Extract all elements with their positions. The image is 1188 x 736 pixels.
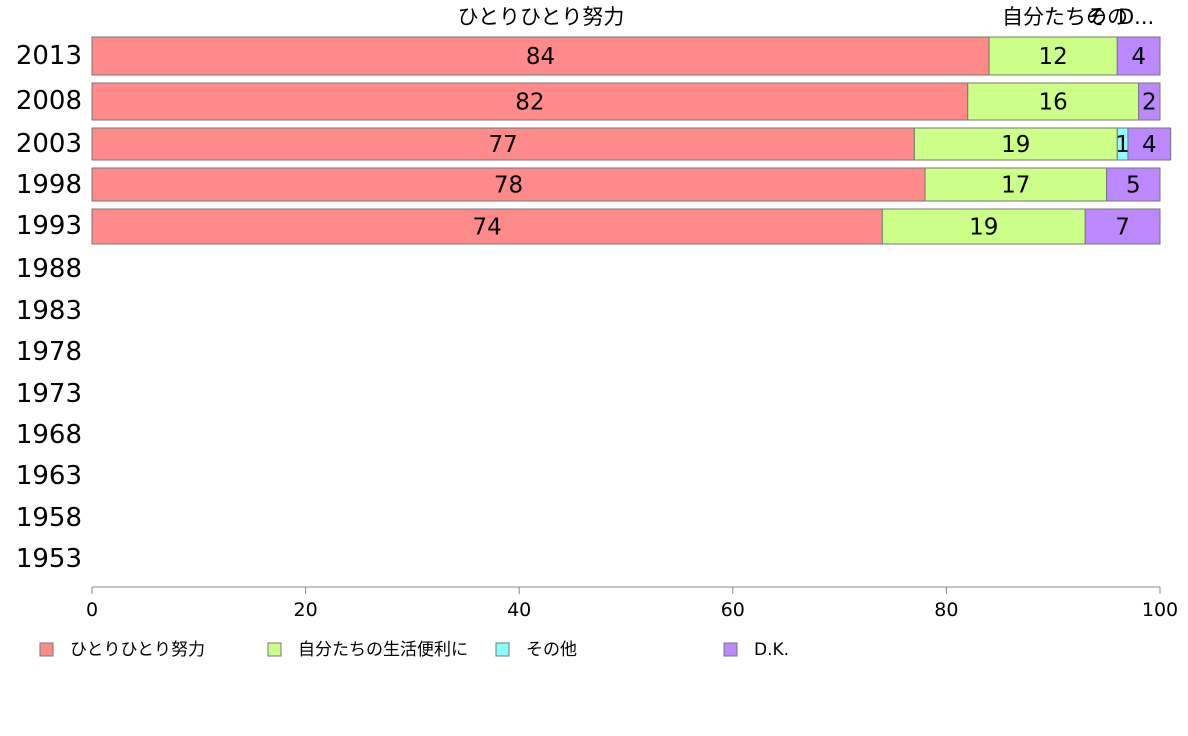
legend-label-2: その他 — [526, 640, 577, 660]
legend-label-3: D.K. — [754, 640, 789, 660]
data-label-1998-series-1: 17 — [1001, 173, 1030, 199]
data-label-2013-series-0: 84 — [526, 44, 555, 70]
bar-2008-series-0 — [91, 82, 969, 121]
y-tick-label-1983: 1983 — [16, 296, 82, 326]
bar-1998-series-3 — [1106, 167, 1161, 202]
bar-1993-series-1 — [881, 208, 1086, 245]
legend-swatch-2 — [495, 642, 510, 657]
data-label-2013-series-3: 4 — [1131, 44, 1146, 70]
data-label-1998-series-3: 5 — [1126, 173, 1141, 199]
data-label-2003-series-3: 4 — [1142, 132, 1157, 158]
y-tick-label-2008: 2008 — [16, 86, 82, 116]
y-tick-label-1963: 1963 — [16, 461, 82, 491]
x-tick-label-100: 100 — [1142, 599, 1178, 621]
x-tick-label-60: 60 — [721, 599, 745, 621]
y-tick-label-1953: 1953 — [16, 544, 82, 574]
data-label-2008-series-3: 2 — [1142, 90, 1157, 116]
y-tick-label-1958: 1958 — [16, 503, 82, 533]
data-label-2013-series-1: 12 — [1039, 44, 1068, 70]
legend-swatch-3 — [723, 642, 738, 657]
legend-swatch-0 — [39, 642, 54, 657]
bar-1993-series-0 — [91, 208, 883, 245]
data-label-1993-series-1: 19 — [969, 215, 998, 241]
data-label-2008-series-1: 16 — [1039, 90, 1068, 116]
data-label-1993-series-0: 74 — [473, 215, 502, 241]
x-tick-label-0: 0 — [86, 599, 98, 621]
y-tick-label-1978: 1978 — [16, 337, 82, 367]
bar-1998-series-0 — [91, 167, 926, 202]
legend-swatch-1 — [267, 642, 282, 657]
top-label-3: D... — [1118, 5, 1154, 29]
bar-2003-series-3 — [1127, 127, 1172, 161]
y-tick-label-2013: 2013 — [16, 41, 82, 71]
bar-1993-series-3 — [1084, 208, 1161, 245]
legend-label-1: 自分たちの生活便利に — [298, 640, 468, 660]
x-tick-label-40: 40 — [507, 599, 531, 621]
bar-2013-series-3 — [1116, 36, 1161, 76]
x-tick-label-80: 80 — [934, 599, 958, 621]
data-label-2008-series-0: 82 — [515, 90, 544, 116]
y-tick-label-1973: 1973 — [16, 379, 82, 409]
y-tick-label-1993: 1993 — [16, 211, 82, 241]
y-tick-label-2003: 2003 — [16, 129, 82, 159]
y-tick-label-1968: 1968 — [16, 420, 82, 450]
data-label-2003-series-2: 1 — [1115, 132, 1130, 158]
bar-2008-series-1 — [967, 82, 1140, 121]
top-label-0: ひとりひとり努力 — [458, 5, 625, 29]
legend-label-0: ひとりひとり努力 — [70, 640, 205, 660]
x-axis: 0 20 40 60 80 100 — [86, 586, 1178, 621]
bar-1998-series-1 — [924, 167, 1108, 202]
bar-2013-series-1 — [988, 36, 1118, 76]
top-label-1: 自分たちの — [1002, 5, 1107, 29]
x-tick-label-20: 20 — [294, 599, 318, 621]
data-label-1993-series-3: 7 — [1115, 215, 1130, 241]
top-series-labels: ひとりひとり努力 自分たちのそのD... — [458, 5, 1155, 29]
data-label-2003-series-0: 77 — [489, 132, 518, 158]
top-label-2: その — [1086, 5, 1128, 29]
bar-2013-series-0 — [91, 36, 990, 76]
y-tick-label-1998: 1998 — [16, 170, 82, 200]
bar-2008-series-3 — [1138, 82, 1161, 121]
y-tick-label-1988: 1988 — [16, 254, 82, 284]
bar-2003-series-0 — [91, 127, 915, 161]
legend: ひとりひとり努力 自分たちの生活便利に その他 D.K. — [39, 640, 789, 660]
data-label-2003-series-1: 19 — [1001, 132, 1030, 158]
data-label-1998-series-0: 78 — [494, 173, 523, 199]
